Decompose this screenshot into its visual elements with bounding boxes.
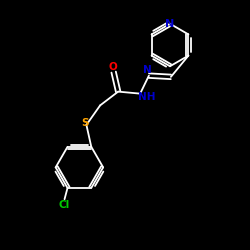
- Text: N: N: [166, 19, 174, 29]
- Text: N: N: [143, 65, 152, 75]
- Text: S: S: [82, 118, 89, 128]
- Text: NH: NH: [138, 92, 155, 102]
- Text: Cl: Cl: [59, 200, 70, 210]
- Text: O: O: [108, 62, 117, 72]
